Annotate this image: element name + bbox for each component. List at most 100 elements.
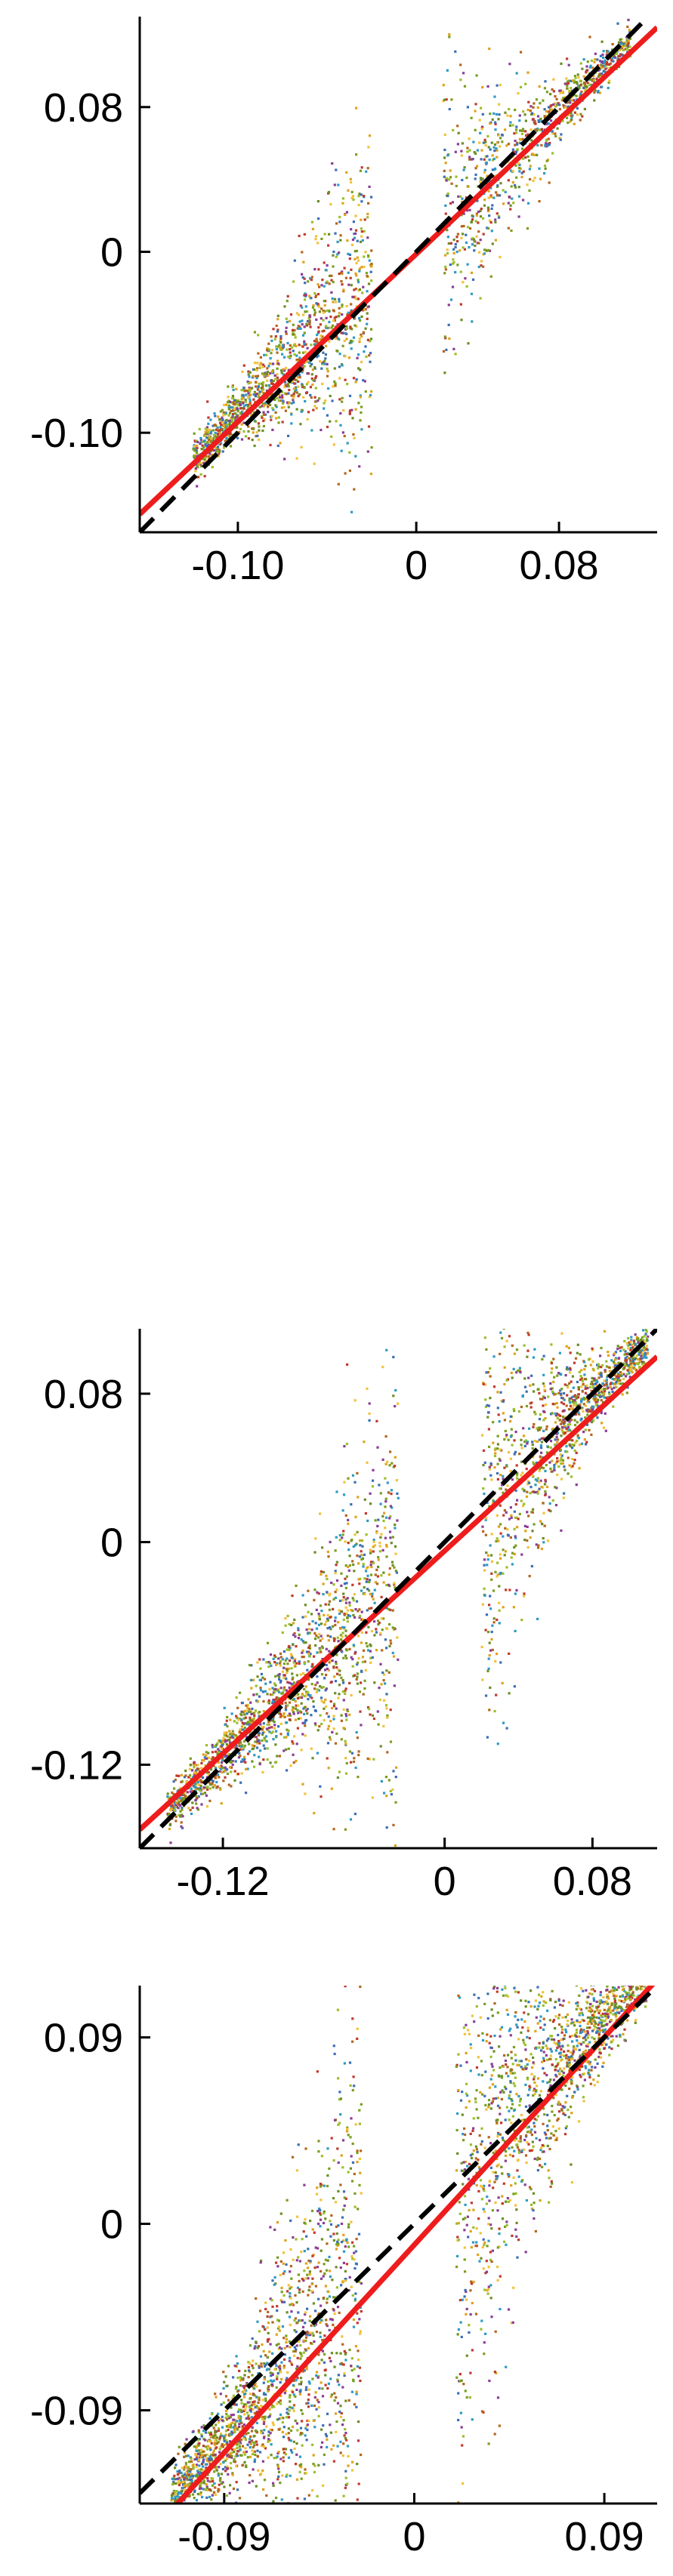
scatter-point — [566, 122, 570, 125]
scatter-point — [332, 1727, 335, 1730]
scatter-point — [519, 167, 522, 170]
scatter-point — [352, 1563, 355, 1567]
scatter-point — [482, 1487, 485, 1490]
scatter-point — [293, 1664, 296, 1667]
scatter-point — [641, 1363, 644, 1366]
scatter-point — [604, 1429, 607, 1432]
scatter-point — [616, 1364, 619, 1367]
scatter-point — [336, 350, 339, 353]
scatter-point — [334, 1591, 337, 1594]
scatter-point — [625, 45, 628, 48]
scatter-point — [278, 1690, 281, 1693]
scatter-point — [628, 29, 631, 32]
scatter-point — [490, 1572, 493, 1575]
scatter-point — [524, 1530, 527, 1533]
scatter-point — [625, 1360, 628, 1363]
scatter-point — [363, 230, 366, 233]
scatter-point — [226, 1772, 230, 1775]
scatter-point — [208, 443, 211, 446]
scatter-point — [554, 1462, 557, 1465]
scatter-point — [381, 1366, 384, 1369]
scatter-point — [537, 1428, 540, 1432]
scatter-point — [531, 1447, 534, 1450]
scatter-point — [337, 1621, 340, 1624]
scatter-point — [530, 139, 533, 142]
scatter-point — [301, 1656, 304, 1659]
scatter-point — [367, 1589, 371, 1592]
scatter-point — [230, 1785, 233, 1788]
scatter-point — [540, 1451, 543, 1454]
scatter-point — [486, 210, 490, 213]
scatter-point — [227, 404, 230, 407]
scatter-point — [325, 1647, 328, 1650]
scatter-point — [344, 1598, 347, 1601]
scatter-point — [205, 1786, 208, 1789]
scatter-point — [374, 1581, 377, 1584]
scatter-point — [395, 1479, 398, 1482]
scatter-point — [216, 435, 219, 438]
scatter-point — [591, 79, 594, 82]
scatter-point — [348, 1750, 351, 1753]
scatter-point — [494, 1447, 497, 1450]
scatter-point — [199, 461, 202, 464]
scatter-point — [378, 1687, 381, 1690]
scatter-point — [358, 1582, 361, 1585]
scatter-point — [599, 1373, 602, 1376]
scatter-point — [485, 1551, 488, 1555]
scatter-point — [448, 337, 451, 340]
scatter-point — [326, 425, 329, 429]
scatter-point — [563, 1465, 566, 1468]
scatter-point — [356, 1682, 359, 1685]
scatter-point — [579, 119, 582, 122]
scatter-point — [531, 1530, 534, 1533]
scatter-point — [459, 195, 462, 198]
scatter-point — [307, 1678, 310, 1681]
scatter-point — [245, 1709, 249, 1712]
scatter-point — [342, 1656, 345, 1659]
scatter-point — [500, 1336, 504, 1340]
scatter-point — [242, 402, 245, 405]
scatter-point — [520, 132, 523, 135]
scatter-point — [334, 1619, 337, 1622]
scatter-point — [279, 1664, 282, 1667]
scatter-point — [262, 1710, 265, 1713]
scatter-point — [539, 1426, 542, 1429]
scatter-point — [472, 140, 475, 143]
scatter-point — [366, 236, 369, 239]
scatter-point — [335, 1660, 338, 1663]
scatter-point — [282, 1736, 286, 1739]
scatter-point — [635, 1354, 638, 1357]
scatter-point — [551, 88, 554, 91]
scatter-point — [193, 1761, 196, 1764]
scatter-point — [361, 239, 364, 242]
scatter-point — [179, 1810, 182, 1813]
scatter-point — [304, 294, 307, 297]
scatter-point — [363, 1553, 366, 1556]
scatter-point — [443, 169, 446, 172]
scatter-point — [220, 1767, 223, 1770]
scatter-point — [313, 396, 316, 399]
scatter-point — [475, 235, 478, 238]
scatter-point — [357, 281, 360, 284]
scatter-point — [551, 1403, 554, 1406]
scatter-point — [286, 300, 289, 303]
scatter-point — [360, 428, 363, 431]
scatter-point — [204, 434, 207, 437]
scatter-point — [320, 1650, 323, 1653]
scatter-point — [356, 1471, 359, 1474]
scatter-point — [354, 1515, 357, 1518]
scatter-point — [329, 1719, 332, 1723]
scatter-point — [304, 350, 307, 353]
scatter-point — [526, 1525, 529, 1528]
scatter-point — [507, 202, 510, 205]
scatter-point — [366, 312, 369, 315]
scatter-point — [602, 1426, 605, 1429]
scatter-point — [275, 345, 278, 348]
scatter-point — [597, 1367, 600, 1370]
scatter-point — [606, 66, 609, 70]
scatter-point — [349, 276, 352, 279]
scatter-point — [465, 233, 468, 236]
scatter-point — [446, 229, 449, 232]
scatter-point — [383, 1792, 386, 1795]
scatter-point — [384, 1704, 388, 1707]
